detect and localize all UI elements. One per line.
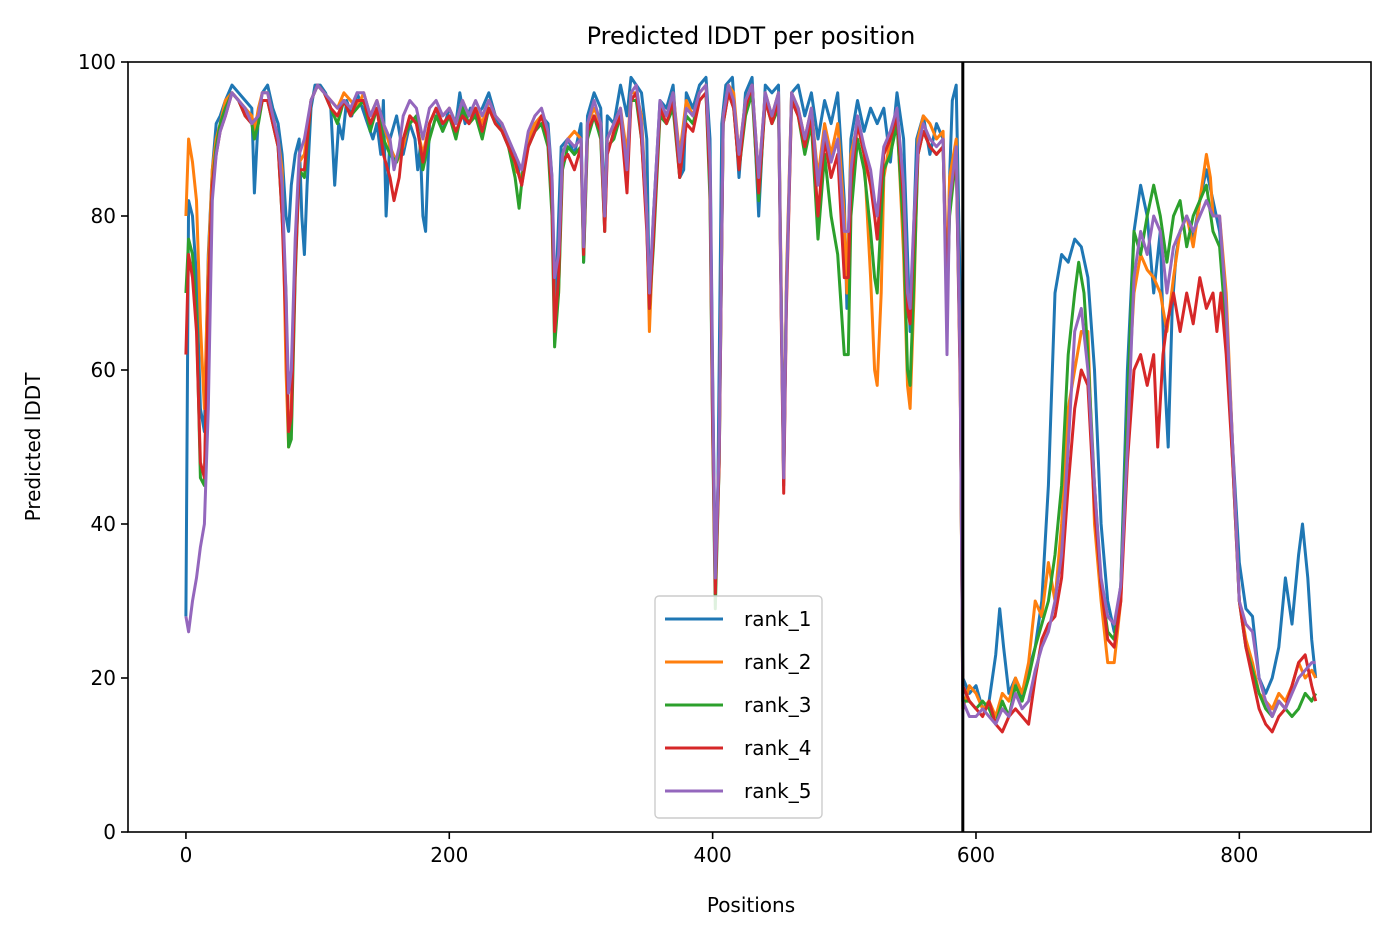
x-tick-label: 0 xyxy=(180,843,193,867)
y-tick-label: 60 xyxy=(91,358,116,382)
chart-title: Predicted lDDT per position xyxy=(587,22,916,50)
legend: rank_1 rank_2 rank_3 rank_4 rank_5 xyxy=(654,595,823,819)
legend-frame xyxy=(654,595,823,819)
series-line-4 xyxy=(184,83,1318,734)
plot-area xyxy=(127,61,1372,833)
series-line-5 xyxy=(184,83,1316,726)
x-axis-title: Positions xyxy=(707,893,795,917)
x-tick-label: 200 xyxy=(430,843,468,867)
legend-label-5: rank_5 xyxy=(744,779,811,803)
y-axis-ticks: 0 20 40 60 80 100 xyxy=(78,50,128,844)
series-layer xyxy=(184,75,1318,734)
y-tick-label: 40 xyxy=(91,512,116,536)
legend-label-2: rank_2 xyxy=(744,650,811,674)
y-tick-label: 20 xyxy=(91,666,116,690)
legend-label-1: rank_1 xyxy=(744,607,811,631)
x-axis-ticks: 0 200 400 600 800 xyxy=(180,832,1258,867)
x-tick-label: 800 xyxy=(1220,843,1258,867)
x-tick-label: 600 xyxy=(957,843,995,867)
legend-label-4: rank_4 xyxy=(744,736,811,760)
y-tick-label: 100 xyxy=(78,50,116,74)
legend-label-3: rank_3 xyxy=(744,693,811,717)
y-tick-label: 0 xyxy=(103,820,116,844)
y-tick-label: 80 xyxy=(91,204,116,228)
x-tick-label: 400 xyxy=(694,843,732,867)
plot-frame xyxy=(127,61,1372,833)
y-axis-title: Predicted lDDT xyxy=(21,372,45,522)
